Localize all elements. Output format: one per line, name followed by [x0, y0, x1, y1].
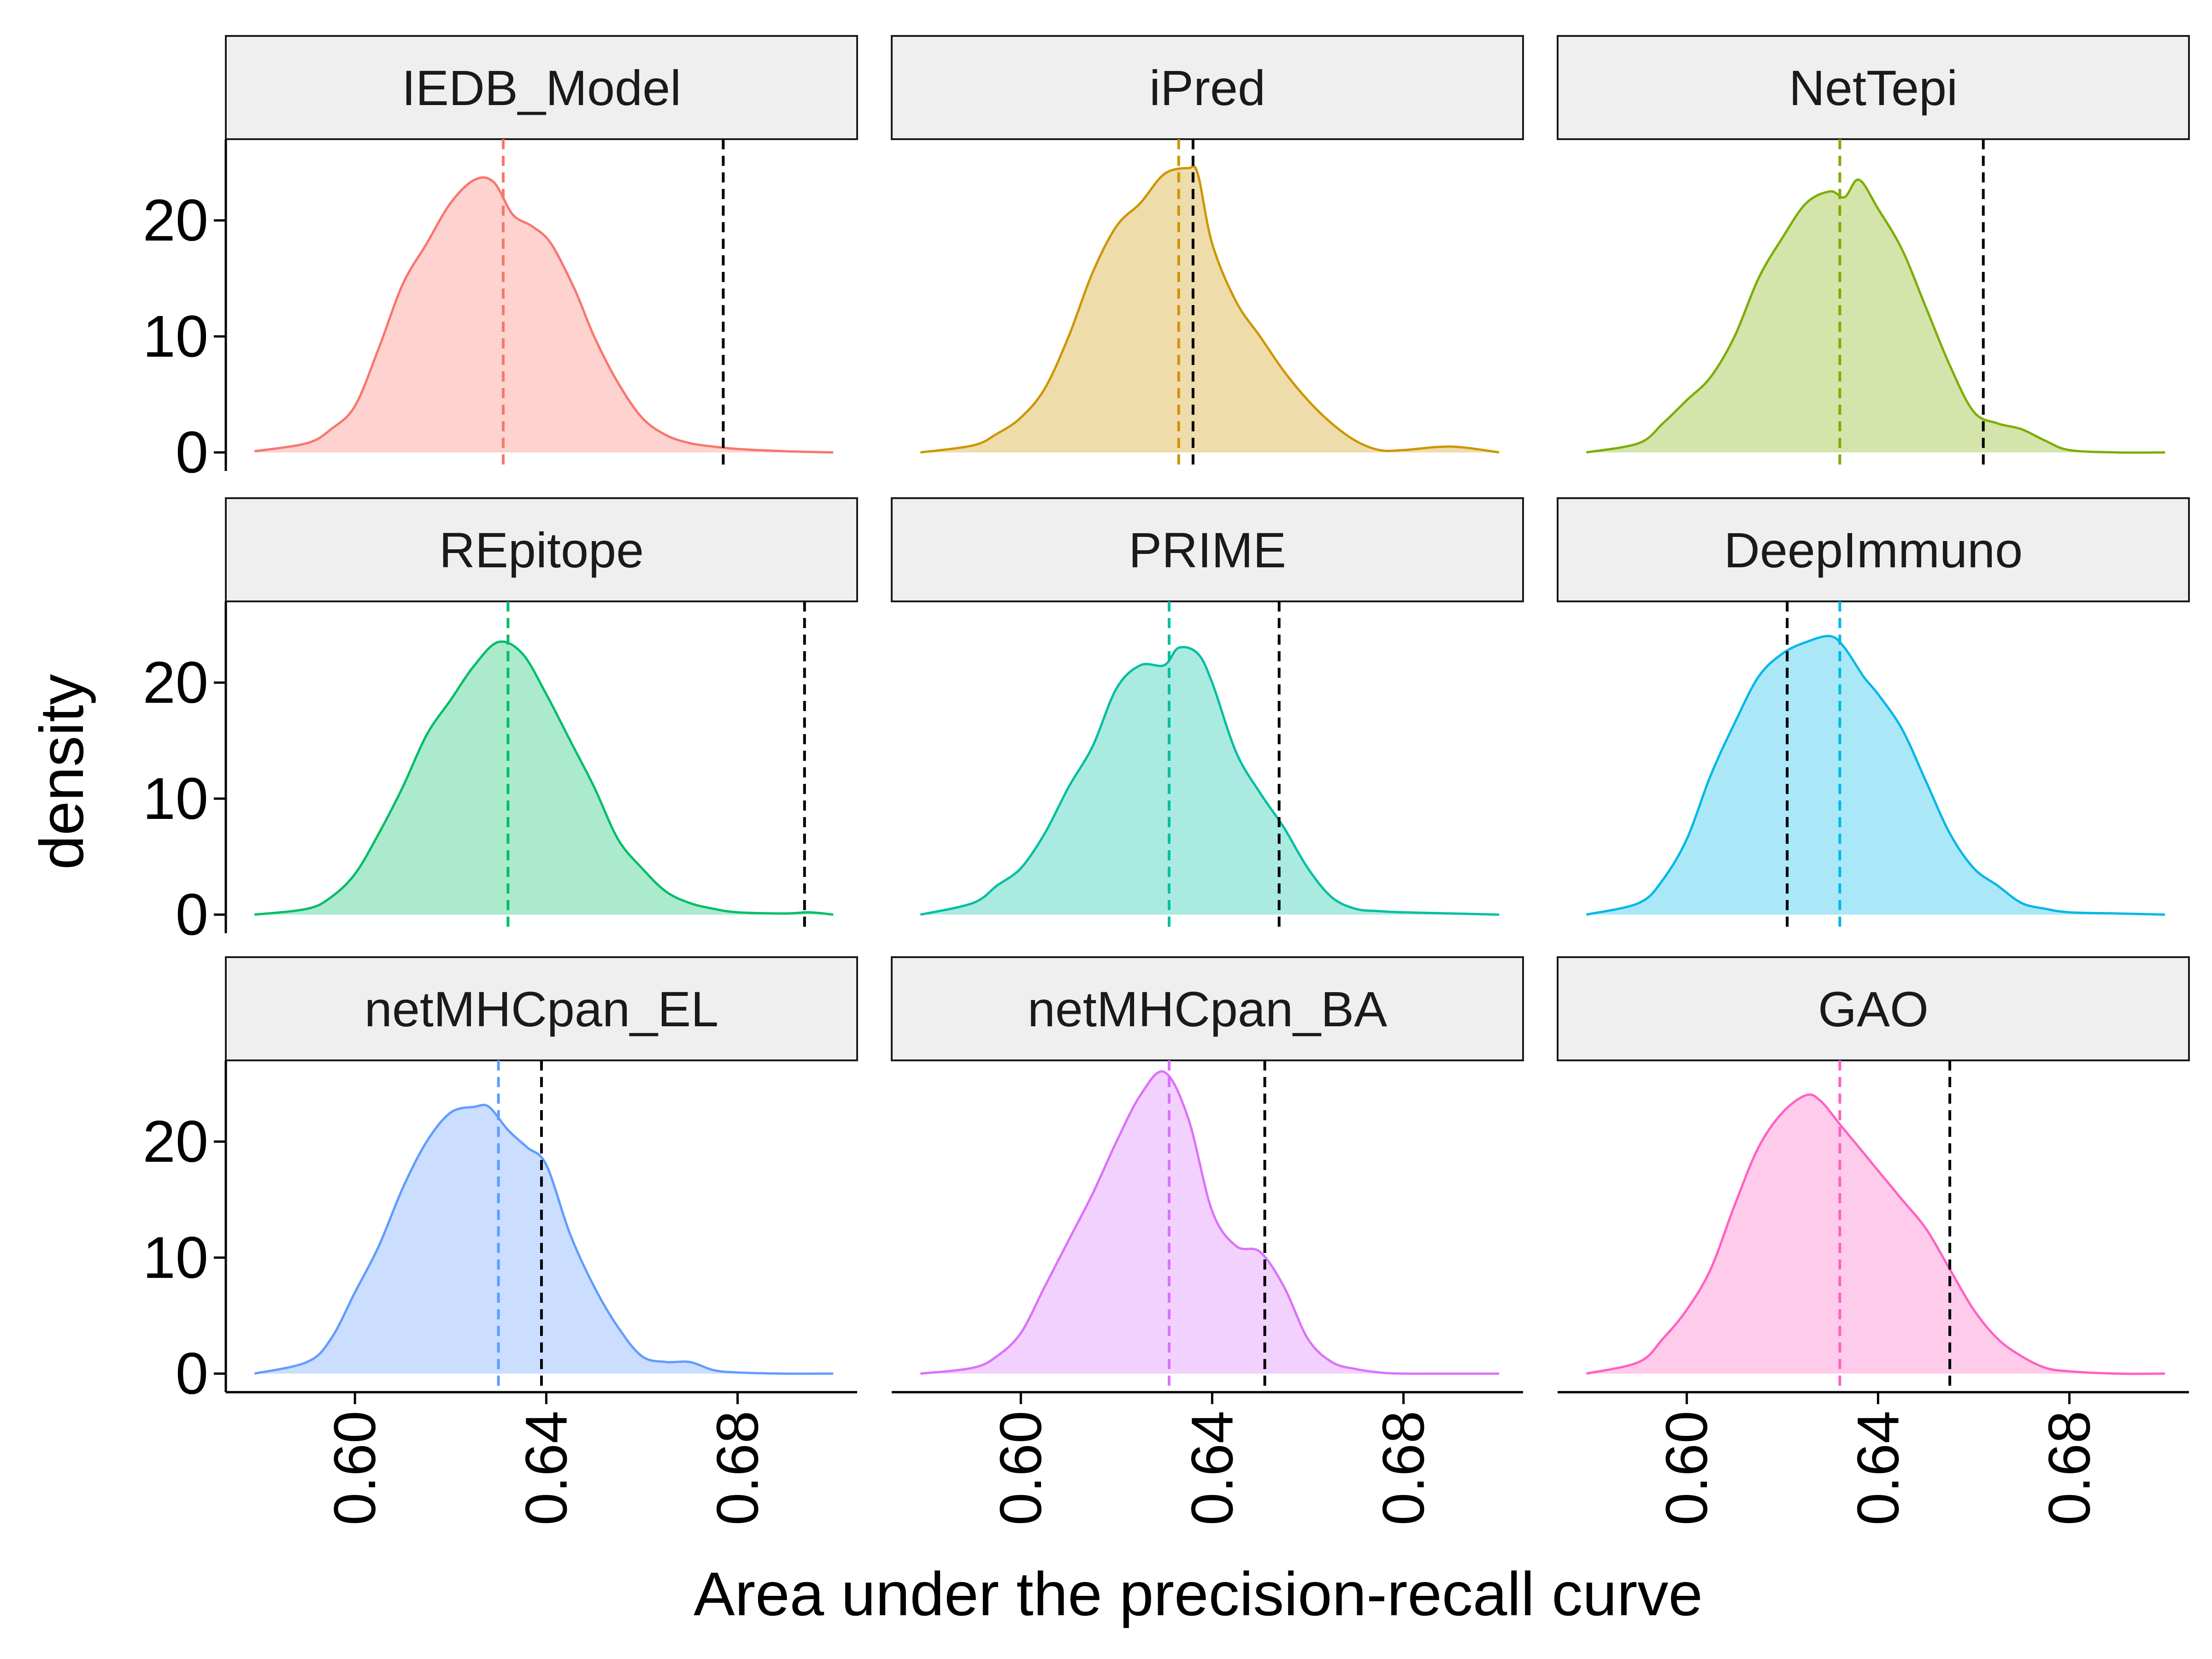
density-area: [1586, 636, 2165, 915]
y-tick-label: 0: [176, 1341, 208, 1407]
facet-panel: iPred: [891, 35, 1524, 471]
x-tick-label: 0.64: [1845, 1411, 1911, 1525]
density-area: [254, 1105, 834, 1374]
density-area: [254, 641, 834, 915]
density-area: [920, 647, 1500, 915]
x-tick-label: 0.64: [513, 1411, 579, 1525]
facet-panel: DeepImmuno: [1557, 497, 2190, 933]
facet-strip: [1557, 35, 2190, 140]
facet-panel: IEDB_Model 0 10 20: [143, 35, 858, 486]
density-curve: [254, 176, 834, 454]
facet-strip-label: PRIME: [1129, 522, 1286, 578]
facet-strip: [225, 956, 858, 1061]
x-axis-title: Area under the precision-recall curve: [694, 1560, 1703, 1629]
facet-strip-label: IEDB_Model: [402, 60, 681, 116]
density-curve: [1586, 635, 2165, 916]
y-tick-label: 0: [176, 420, 208, 486]
density-curve: [920, 165, 1500, 454]
density-area: [254, 177, 834, 453]
y-tick-label: 10: [143, 304, 208, 370]
facet-strip: [225, 497, 858, 602]
x-tick-label: 0.60: [322, 1411, 388, 1525]
y-tick-label: 10: [143, 1225, 208, 1291]
facet-strip-label: NetTepi: [1789, 60, 1958, 116]
y-tick-label: 20: [143, 188, 208, 253]
x-tick-label: 0.60: [988, 1411, 1054, 1525]
facet-strip: [891, 35, 1524, 140]
facet-strip: [1557, 497, 2190, 602]
facet-panel: REpitope 0 10 20: [143, 497, 858, 948]
density-area: [920, 166, 1500, 453]
density-curve: [920, 1070, 1500, 1375]
density-curve: [1586, 178, 2165, 454]
x-tick-label: 0.60: [1654, 1411, 1720, 1525]
y-axis-title: density: [28, 674, 96, 870]
facet-strip-label: iPred: [1149, 60, 1265, 116]
facet-strip-label: netMHCpan_EL: [365, 981, 718, 1037]
facet-strip: [891, 497, 1524, 602]
facet-strip: [891, 956, 1524, 1061]
facet-strip-label: DeepImmuno: [1724, 522, 2023, 578]
facet-strip: [1557, 956, 2190, 1061]
facet-strip-label: netMHCpan_BA: [1028, 981, 1387, 1037]
density-curve: [254, 640, 834, 916]
facet-panel: NetTepi: [1557, 35, 2190, 471]
y-tick-label: 20: [143, 650, 208, 716]
x-tick-label: 0.68: [705, 1411, 771, 1525]
facet-strip: [225, 35, 858, 140]
facet-panel: PRIME: [891, 497, 1524, 933]
facet-panel: netMHCpan_EL 0 10 20 0.60 0.64 0.68: [143, 956, 858, 1525]
density-curve: [254, 1103, 834, 1375]
x-tick-label: 0.68: [1371, 1411, 1437, 1525]
x-tick-label: 0.64: [1179, 1411, 1245, 1525]
density-curve: [920, 646, 1500, 916]
facet-panel: netMHCpan_BA 0.60 0.64 0.68: [891, 956, 1524, 1525]
y-tick-label: 20: [143, 1109, 208, 1175]
facet-panel: GAO 0.60 0.64 0.68: [1557, 956, 2190, 1525]
density-area: [1586, 179, 2165, 453]
facet-strip-label: REpitope: [439, 522, 644, 578]
density-curve: [1586, 1093, 2165, 1375]
facet-strip-label: GAO: [1818, 981, 1929, 1037]
density-area: [920, 1071, 1500, 1374]
density-area: [1586, 1094, 2165, 1374]
x-tick-label: 0.68: [2037, 1411, 2103, 1525]
y-tick-label: 0: [176, 882, 208, 948]
y-tick-label: 10: [143, 766, 208, 832]
